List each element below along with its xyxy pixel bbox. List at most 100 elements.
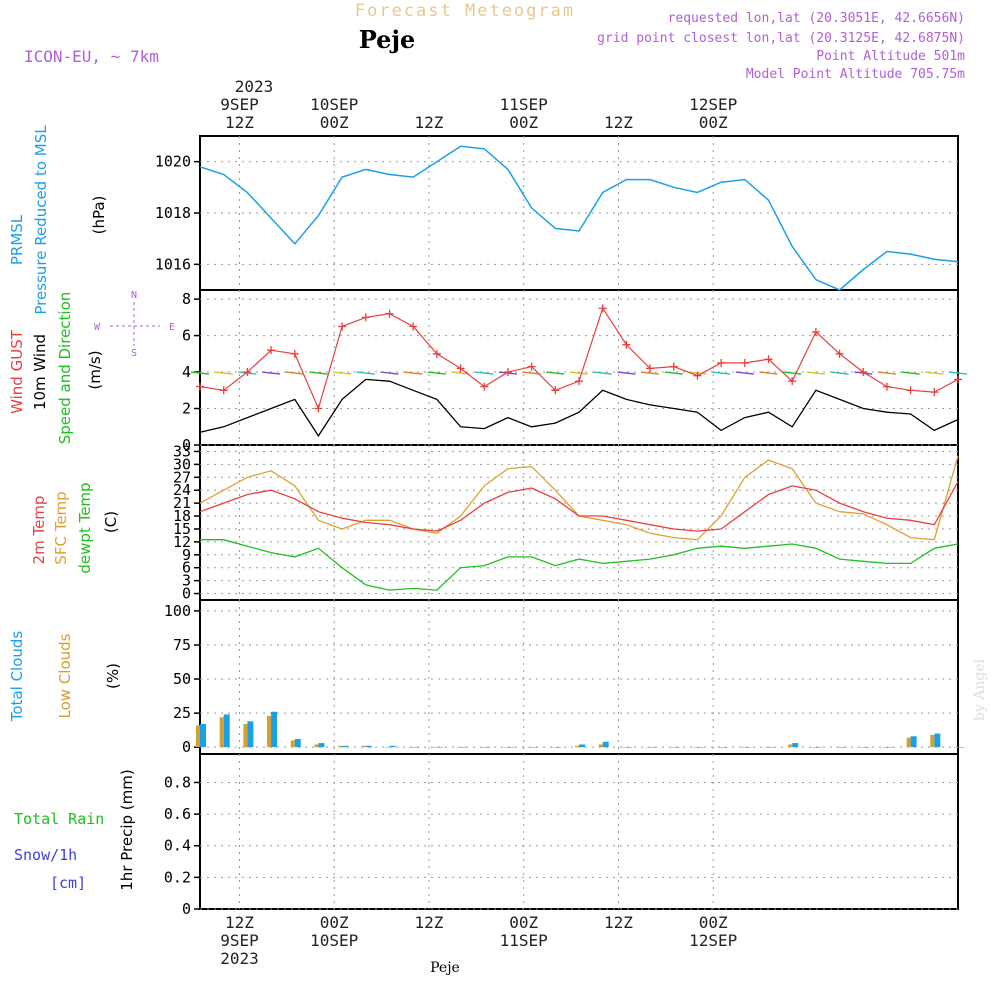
total-cloud-bar — [768, 747, 775, 748]
wind-gust-marker — [669, 362, 678, 371]
temp-tick-label: 6 — [182, 559, 191, 577]
wind-label-10m: 10m Wind — [31, 334, 49, 410]
wind-direction-arrow — [285, 371, 304, 375]
wind-gust-marker — [740, 358, 749, 367]
point-altitude: Point Altitude 501m — [816, 49, 965, 64]
low-cloud-bar — [196, 725, 200, 748]
wind-gust-marker — [906, 386, 915, 395]
wind-gust-marker — [788, 377, 797, 386]
bottom-time-label: 9SEP — [220, 931, 259, 950]
wind-speed-line — [199, 378, 959, 438]
top-year-label: 2023 — [235, 77, 274, 96]
total-cloud-bar — [223, 714, 230, 748]
wind-direction-arrow — [569, 371, 589, 375]
wind-tick-label: 6 — [182, 327, 191, 345]
wind-gust-line — [199, 306, 959, 411]
total-cloud-bar — [744, 747, 751, 748]
wind-labels: Wind GUST 10m Wind Speed and Direction (… — [8, 290, 175, 444]
low-cloud-bar — [338, 745, 343, 748]
top-time-label: 00Z — [699, 113, 728, 132]
pressure-label-prmsl: PRMSL — [8, 214, 26, 265]
total-cloud-bar — [650, 747, 657, 748]
clouds-tick-label: 25 — [173, 704, 191, 722]
low-cloud-bar — [906, 737, 911, 748]
wind-tick-label: 0 — [182, 436, 191, 454]
model-label: ICON-EU, ~ 7km — [24, 47, 159, 66]
cloud-label-low: Low Clouds — [56, 633, 74, 718]
bottom-time-label: 12Z — [225, 913, 254, 932]
wind-gust-marker — [503, 368, 512, 377]
total-cloud-bar — [507, 747, 514, 748]
wind-direction-arrow — [546, 371, 565, 375]
clouds-panel-frame — [199, 599, 959, 755]
temp-label-2m: 2m Temp — [30, 496, 48, 565]
temp-tick-label: 24 — [173, 481, 191, 499]
low-cloud-bar — [432, 747, 437, 748]
total-cloud-bar — [318, 743, 325, 748]
total-cloud-bar — [555, 747, 562, 748]
temp-panel-frame — [199, 444, 959, 601]
wind-gust-marker — [267, 346, 276, 355]
wind-label-dir: Speed and Direction — [56, 292, 74, 445]
total-cloud-bar — [815, 747, 822, 748]
wind-direction-arrow — [190, 371, 210, 375]
wind-direction-arrow — [617, 371, 636, 375]
wind-direction-arrow — [380, 371, 399, 375]
temp-unit: (C) — [102, 511, 120, 533]
wind-gust-marker — [385, 309, 394, 318]
wind-gust-marker — [717, 358, 726, 367]
low-cloud-bar — [243, 724, 248, 748]
wind-tick-label: 4 — [182, 363, 191, 381]
wind-direction-arrow — [806, 371, 825, 375]
low-cloud-bar — [669, 747, 674, 748]
wind-direction-arrow — [735, 371, 754, 375]
low-cloud-bar — [219, 717, 224, 748]
compass-icon: N S W E — [94, 290, 175, 359]
temp-label-sfc: SFC Temp — [52, 491, 70, 564]
wind-direction-arrow — [522, 371, 541, 375]
total-cloud-bar — [910, 736, 917, 748]
cloud-label-total: Total Clouds — [8, 631, 26, 723]
low-cloud-bar — [551, 747, 556, 748]
bottom-time-label: 12Z — [604, 913, 633, 932]
wind-direction-arrow — [948, 371, 968, 375]
wind-direction-arrow — [664, 371, 683, 375]
station-name: Peje — [359, 25, 416, 54]
precip-label-snow: Snow/1h — [14, 846, 77, 864]
wind-direction-arrow — [261, 371, 281, 375]
low-cloud-bar — [859, 747, 864, 748]
low-cloud-bar — [788, 744, 793, 748]
wind-gust-marker — [575, 377, 583, 386]
top-time-label: 9SEP — [220, 95, 259, 114]
low-cloud-bar — [480, 747, 485, 748]
wind-gust-marker — [811, 327, 820, 336]
footer-station: Peje — [430, 960, 460, 976]
total-cloud-bar — [863, 747, 870, 748]
total-cloud-bar — [673, 747, 680, 748]
top-time-label: 12Z — [225, 113, 254, 132]
temp-tick-label: 18 — [173, 507, 191, 525]
low-cloud-bar — [409, 747, 414, 748]
series-layer — [190, 145, 968, 748]
total-cloud-bar — [294, 739, 301, 748]
wind-gust-marker — [527, 362, 536, 371]
temp-tick-label: 21 — [173, 494, 191, 512]
bottom-time-label: 11SEP — [500, 931, 548, 950]
wind-gust-marker — [598, 304, 607, 313]
low-cloud-bar — [646, 747, 651, 748]
top-time-label: 00Z — [509, 113, 538, 132]
panel-frames — [199, 135, 959, 910]
precip-tick-label: 0.8 — [164, 773, 191, 791]
wind-direction-arrow — [877, 371, 897, 375]
bottom-time-label: 12SEP — [689, 931, 737, 950]
pressure-label-msl: Pressure Reduced to MSL — [32, 125, 50, 315]
low-cloud-bar — [764, 747, 769, 748]
temp-tick-label: 27 — [173, 468, 191, 486]
wind-direction-arrow — [783, 371, 802, 375]
wind-gust-marker — [456, 364, 465, 373]
requested-coords: requested lon,lat (20.3051E, 42.6656N) — [668, 11, 965, 26]
panel-grids — [200, 136, 958, 910]
total-cloud-bar — [721, 747, 728, 748]
